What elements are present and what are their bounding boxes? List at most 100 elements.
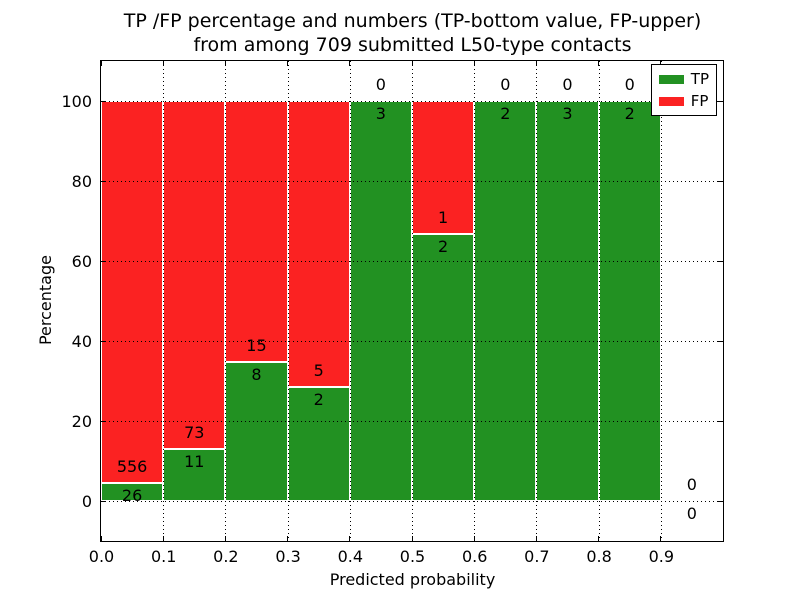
x-tick-mark	[660, 536, 662, 541]
x-tick-mark	[224, 536, 226, 541]
grid-line-vertical	[287, 61, 289, 541]
x-tick-mark	[162, 61, 164, 66]
bar-segment-fp	[225, 101, 288, 362]
x-tick-mark	[411, 536, 413, 541]
y-tick-mark	[718, 501, 723, 502]
y-tick-mark	[718, 261, 723, 262]
x-tick-label: 0.6	[461, 547, 488, 566]
x-tick-mark	[598, 536, 600, 541]
grid-line-vertical	[163, 61, 165, 541]
x-tick-mark	[349, 536, 351, 541]
bar-label-fp: 15	[246, 335, 267, 355]
bar-label-fp: 0	[375, 75, 386, 94]
y-tick-mark	[718, 101, 723, 102]
x-tick-label: 0.0	[88, 547, 115, 566]
y-axis-label: Percentage	[36, 255, 55, 346]
grid-line-vertical	[598, 61, 600, 541]
x-tick-label: 0.7	[524, 547, 550, 566]
legend: TP FP	[650, 64, 717, 116]
x-tick-mark	[101, 536, 102, 541]
chart-title-line2: from among 709 submitted L50-type contac…	[193, 34, 632, 56]
x-tick-mark	[535, 61, 537, 66]
x-tick-mark	[411, 61, 413, 66]
bar-segment-fp	[101, 101, 164, 484]
y-tick-label: 100	[61, 91, 92, 111]
y-tick-mark	[718, 341, 723, 342]
bar-segment-tp	[349, 101, 412, 501]
legend-entry-fp: FP	[658, 92, 709, 110]
x-tick-label: 0.4	[337, 547, 364, 566]
bar-label-tp: 2	[624, 104, 635, 123]
bar-segment-tp	[536, 101, 599, 501]
bar-label-fp: 556	[116, 457, 148, 477]
y-tick-mark	[101, 421, 106, 422]
y-tick-mark	[101, 501, 106, 502]
bar-label-tp: 2	[313, 389, 324, 409]
grid-line-vertical	[474, 61, 476, 541]
legend-label-tp: TP	[690, 70, 709, 88]
x-tick-mark	[535, 536, 537, 541]
x-tick-mark	[473, 536, 475, 541]
bar-label-tp: 0	[686, 504, 697, 523]
bar-label-tp: 11	[184, 451, 205, 471]
bar-label-fp: 0	[500, 75, 511, 94]
bar-label-tp: 2	[500, 104, 511, 123]
grid-line-vertical	[660, 61, 662, 541]
bar-segment-tp	[412, 234, 475, 501]
y-tick-mark	[101, 101, 106, 102]
bar-segment-tp	[101, 483, 164, 501]
bar-label-fp: 5	[313, 360, 324, 380]
x-tick-label: 0.1	[150, 547, 177, 566]
bar-label-fp: 0	[686, 475, 697, 494]
plot-area: TP FP 556 26 73 11 15 8 5 2 0 3 1 2 0 2 0 3 0 2 0 0	[100, 60, 724, 542]
x-tick-mark	[101, 61, 102, 66]
bar-segment-tp	[163, 448, 226, 501]
bar-label-tp: 3	[562, 104, 573, 123]
y-tick-mark	[101, 261, 106, 262]
x-tick-mark	[349, 61, 351, 66]
bar-label-tp: 26	[121, 486, 143, 506]
x-tick-label: 0.5	[399, 547, 426, 566]
x-tick-mark	[598, 61, 600, 66]
bar-segment-fp	[163, 101, 226, 449]
bar-label-tp: 3	[375, 104, 386, 123]
x-tick-mark	[287, 61, 289, 66]
y-tick-mark	[718, 421, 723, 422]
grid-line-vertical	[349, 61, 351, 541]
x-tick-mark	[473, 61, 475, 66]
y-tick-label: 60	[71, 251, 92, 271]
legend-swatch-tp-icon	[658, 74, 684, 84]
legend-label-fp: FP	[690, 92, 709, 110]
bar-segment-tp	[474, 101, 537, 501]
y-tick-label: 0	[81, 491, 92, 511]
x-tick-label: 0.9	[648, 547, 675, 566]
grid-line-vertical	[412, 61, 413, 541]
x-tick-mark	[224, 61, 226, 66]
bar-label-fp: 1	[438, 208, 449, 228]
legend-entry-tp: TP	[658, 70, 709, 88]
x-tick-label: 0.3	[275, 547, 301, 566]
grid-line-vertical	[536, 61, 538, 541]
y-tick-label: 40	[71, 331, 92, 351]
x-tick-label: 0.2	[213, 547, 239, 566]
y-tick-label: 80	[71, 171, 92, 191]
y-tick-mark	[101, 181, 106, 182]
x-tick-mark	[287, 536, 289, 541]
x-tick-label: 0.8	[586, 547, 612, 566]
y-tick-mark	[101, 341, 106, 342]
bar-segment-fp	[287, 101, 350, 387]
bar-label-tp: 8	[251, 364, 262, 384]
y-tick-mark	[718, 181, 723, 182]
y-tick-label: 20	[71, 411, 92, 431]
bar-label-fp: 0	[562, 75, 573, 94]
bar-label-fp: 73	[184, 422, 205, 442]
x-axis-label: Predicted probability	[329, 570, 496, 589]
bar-label-fp: 0	[624, 75, 635, 94]
x-tick-mark	[162, 536, 164, 541]
bar-segment-tp	[598, 101, 661, 501]
legend-swatch-fp-icon	[658, 96, 684, 106]
chart-title-line1: TP /FP percentage and numbers (TP-bottom…	[123, 10, 702, 32]
bar-segment-fp	[412, 101, 475, 235]
bar-label-tp: 2	[438, 237, 449, 257]
